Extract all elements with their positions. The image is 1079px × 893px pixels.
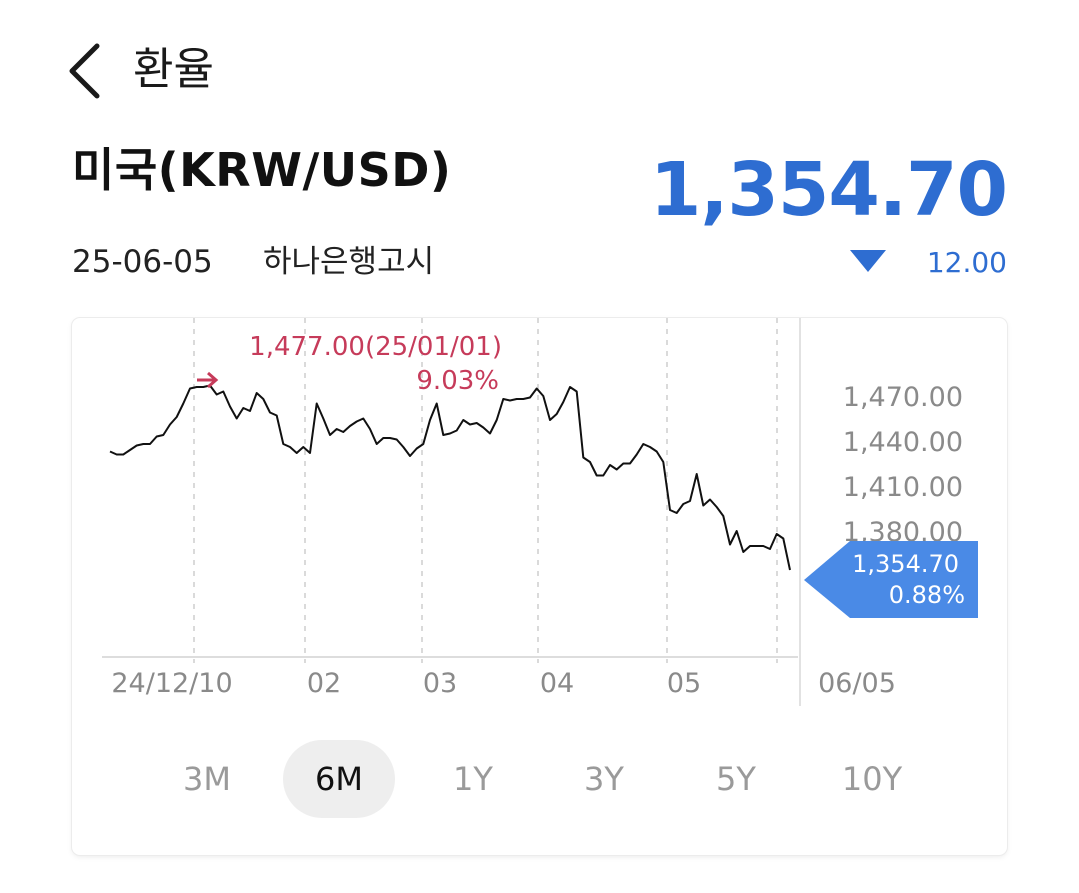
period-tab-3y[interactable]: 3Y: [584, 760, 624, 798]
exchange-rate-chart: 1,470.001,440.001,410.001,380.00 24/12/1…: [102, 318, 978, 706]
app-header: 환율: [0, 0, 1079, 130]
period-tab-5y[interactable]: 5Y: [716, 760, 756, 798]
period-tab-6m[interactable]: 6M: [283, 740, 395, 818]
chart-card: 1,470.00 1,440.00 1,410.00 1,380.00 24/12/1…: [72, 318, 1007, 855]
exchange-rate-value: 1,354.70: [649, 147, 1008, 233]
rate-source: 하나은행고시: [263, 244, 435, 280]
period-tab-1y[interactable]: 1Y: [453, 760, 493, 798]
max-annotation-label: 1,477.00(25/01/01): [249, 332, 502, 362]
series-line: [109, 384, 791, 571]
period-tab-10y[interactable]: 10Y: [841, 760, 903, 798]
x-tick-label: 24/12/10: [111, 668, 232, 699]
x-tick-label: 03: [423, 668, 457, 699]
max-annotation-pct: 9.03%: [416, 366, 499, 396]
arrow-right-icon: [197, 371, 219, 389]
down-triangle-icon: [850, 250, 886, 272]
chevron-left-icon[interactable]: [62, 40, 112, 102]
period-tab-3m[interactable]: 3M: [183, 760, 231, 798]
rate-date: 25-06-05: [72, 244, 213, 280]
y-tick-label: 1,470.00: [843, 382, 963, 413]
x-tick-label: 02: [307, 668, 341, 699]
rate-change-value: 12.00: [926, 246, 1007, 279]
y-tick-label: 1,440.00: [843, 427, 963, 458]
current-value-badge: 1,354.70 0.88%: [804, 541, 978, 618]
x-tick-label: 04: [540, 668, 574, 699]
x-tick-label: 06/05: [818, 668, 896, 699]
y-tick-label: 1,410.00: [843, 472, 963, 503]
current-value-label: 1,354.70: [852, 550, 959, 578]
period-tabs: 3M 6M 1Y 3Y 5Y 10Y: [72, 740, 1007, 818]
max-annotation: 1,477.00(25/01/01) 9.03%: [197, 332, 502, 396]
current-value-pct: 0.88%: [889, 581, 965, 609]
x-tick-label: 05: [667, 668, 701, 699]
page-title: 환율: [133, 44, 214, 95]
currency-name: 미국(KRW/USD): [72, 143, 452, 197]
